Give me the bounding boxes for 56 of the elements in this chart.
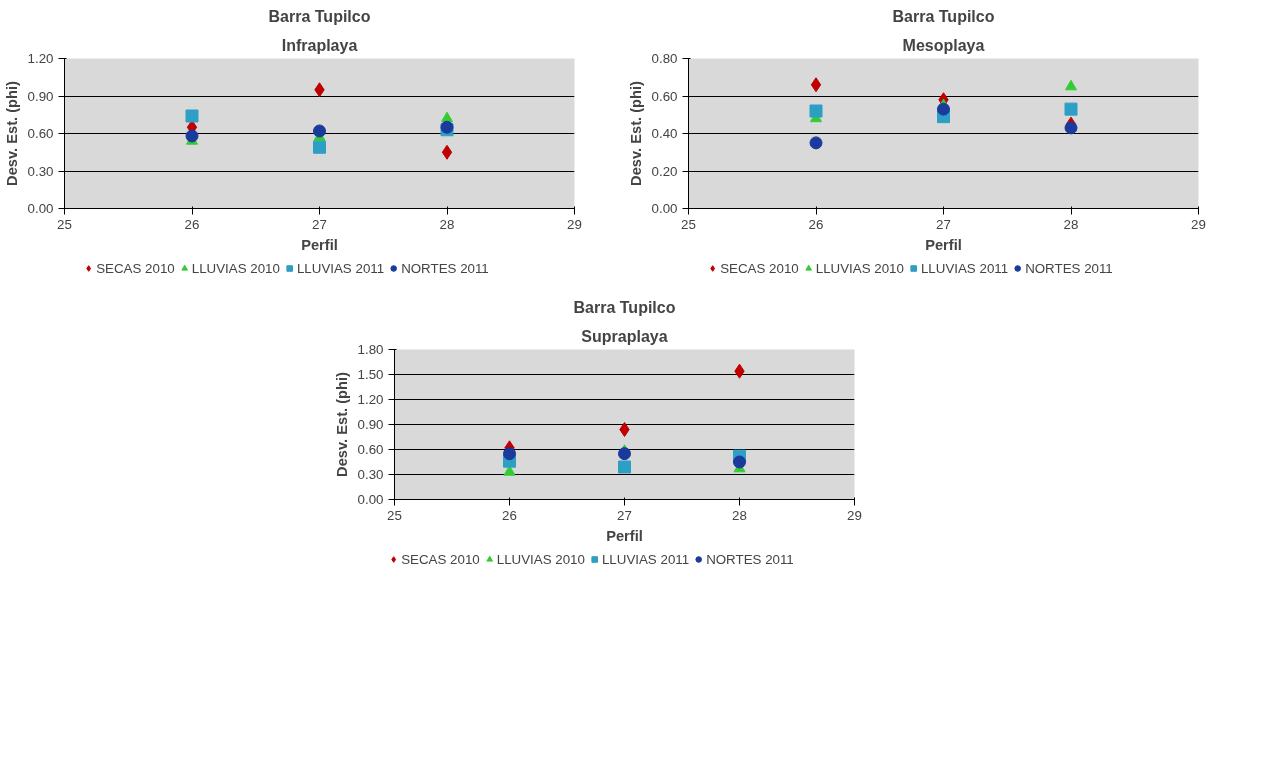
y-tick-label: 0.20 <box>651 163 678 179</box>
chart-title: Barra Tupilco <box>892 7 995 25</box>
y-tick-label: 0.80 <box>651 51 678 66</box>
legend-label: LLUVIAS 2010 <box>496 551 585 567</box>
y-axis-title: Desv. Est. (phi) <box>333 371 350 477</box>
x-axis-title: Perfil <box>301 236 338 253</box>
x-tick-label: 28 <box>732 507 747 523</box>
y-tick-label: 0.90 <box>357 417 384 432</box>
legend-label: SECAS 2010 <box>401 551 480 567</box>
chart-title: Barra Tupilco <box>268 7 371 25</box>
x-axis-title: Perfil <box>925 236 962 253</box>
legend-label: NORTES 2011 <box>401 260 489 276</box>
y-tick-label: 0.00 <box>357 492 384 507</box>
y-tick-label: 0.60 <box>27 126 54 141</box>
x-tick-label: 25 <box>57 216 72 232</box>
legend-label: LLUVIAS 2010 <box>815 260 904 276</box>
legend-label: NORTES 2011 <box>706 551 794 567</box>
legend-label: LLUVIAS 2011 <box>601 551 690 567</box>
legend-label: LLUVIAS 2011 <box>920 260 1009 276</box>
x-tick-label: 25 <box>387 507 402 523</box>
y-tick-label: 1.20 <box>357 392 384 407</box>
chart-subtitle: Infraplaya <box>281 36 358 54</box>
x-tick-label: 28 <box>439 216 455 232</box>
legend-label: LLUVIAS 2010 <box>191 260 280 276</box>
y-tick-label: 1.50 <box>357 367 384 382</box>
y-tick-label: 0.60 <box>357 442 384 457</box>
y-tick-label: 0.90 <box>27 88 54 104</box>
legend-label: SECAS 2010 <box>720 260 799 276</box>
y-tick-label: 0.00 <box>651 201 678 216</box>
x-tick-label: 25 <box>681 216 696 232</box>
chart-subtitle: Supraplaya <box>581 327 668 345</box>
x-tick-label: 26 <box>502 507 517 523</box>
y-axis-title: Desv. Est. (phi) <box>627 80 644 186</box>
y-tick-label: 1.80 <box>357 342 384 357</box>
x-tick-label: 27 <box>936 216 951 232</box>
y-tick-label: 0.60 <box>651 88 678 104</box>
y-axis-title: Desv. Est. (phi) <box>3 80 20 186</box>
legend-label: NORTES 2011 <box>1025 260 1113 276</box>
x-tick-label: 29 <box>567 216 582 232</box>
x-tick-label: 27 <box>312 216 327 232</box>
y-tick-label: 0.40 <box>651 126 678 141</box>
y-tick-label: 0.30 <box>357 467 384 482</box>
y-tick-label: 1.20 <box>27 51 54 66</box>
x-axis-title: Perfil <box>606 527 643 544</box>
y-tick-label: 0.30 <box>27 163 54 179</box>
chart-title: Barra Tupilco <box>573 298 676 316</box>
x-tick-label: 27 <box>617 507 632 523</box>
x-tick-label: 28 <box>1063 216 1079 232</box>
x-tick-label: 29 <box>847 507 862 523</box>
x-tick-label: 26 <box>184 216 200 232</box>
y-tick-label: 0.00 <box>27 201 54 216</box>
x-tick-label: 29 <box>1191 216 1206 232</box>
legend-label: SECAS 2010 <box>96 260 175 276</box>
chart-subtitle: Mesoplaya <box>902 36 985 54</box>
legend-label: LLUVIAS 2011 <box>296 260 385 276</box>
x-tick-label: 26 <box>808 216 824 232</box>
